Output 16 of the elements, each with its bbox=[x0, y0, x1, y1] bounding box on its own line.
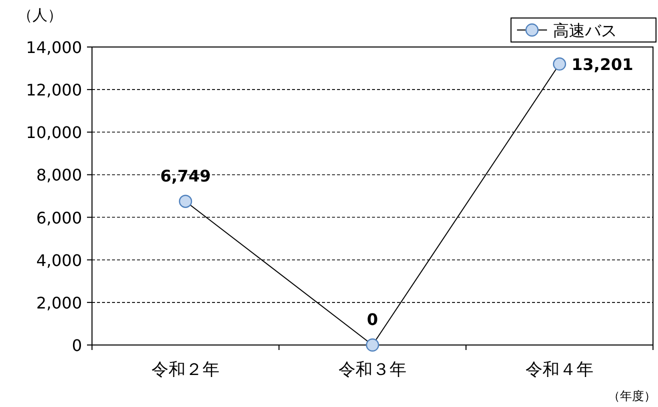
y-tick-label: 0 bbox=[72, 336, 82, 355]
data-label: 13,201 bbox=[572, 55, 634, 74]
x-tick-label: 令和２年 bbox=[152, 360, 220, 380]
y-tick-label: 4,000 bbox=[36, 250, 82, 270]
y-axis-title: （人） bbox=[18, 6, 62, 24]
x-tick-label: 令和４年 bbox=[526, 360, 594, 380]
y-tick-label: 14,000 bbox=[26, 38, 82, 57]
data-label: 0 bbox=[366, 310, 378, 329]
y-tick-label: 2,000 bbox=[36, 293, 82, 312]
y-tick-label: 6,000 bbox=[36, 208, 82, 228]
x-axis-title: （年度） bbox=[608, 389, 656, 403]
y-tick-label: 10,000 bbox=[26, 123, 82, 142]
x-tick-label: 令和３年 bbox=[338, 360, 406, 380]
y-tick-label: 12,000 bbox=[26, 80, 82, 100]
legend-label: 高速バス bbox=[553, 21, 617, 40]
y-tick-label: 8,000 bbox=[36, 166, 82, 185]
